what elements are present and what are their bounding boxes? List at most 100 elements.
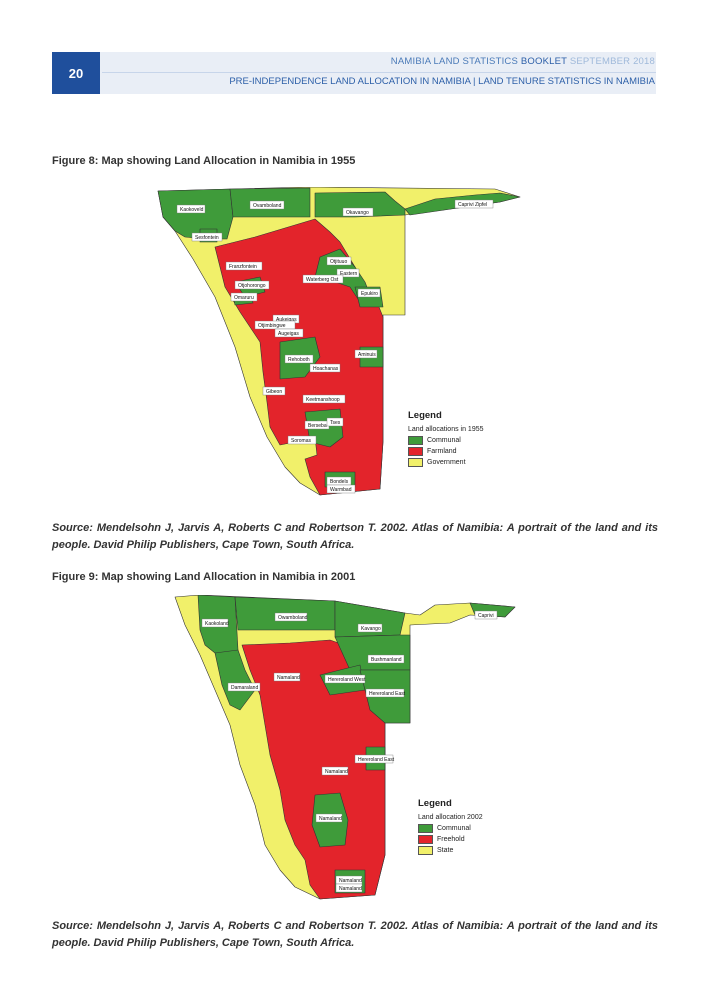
- label-soromas: Soromas: [291, 438, 312, 444]
- label-bg: [326, 417, 344, 427]
- page-number: 20: [52, 52, 100, 94]
- label-tses: Tses: [330, 420, 341, 426]
- map-1955-svg: Kaokoveld Ovamboland Okavango Caprivi Zi…: [157, 187, 521, 496]
- label-bg: [342, 207, 374, 217]
- booklet-date: SEPTEMBER 2018: [569, 56, 655, 67]
- label-bg: [315, 813, 343, 823]
- label-eastern: Eastern: [340, 271, 357, 277]
- label-bg: [262, 386, 286, 396]
- label-franzfontein: Franzfontein: [229, 264, 257, 270]
- legend-subtitle: Land allocations in 1955: [408, 426, 484, 433]
- label-hoachanas: Hoachanas: [313, 366, 339, 372]
- legend-item-state: State: [418, 846, 483, 855]
- label-bg: [335, 883, 363, 893]
- header-divider: [102, 72, 656, 73]
- damaraland-region: [214, 649, 256, 711]
- legend-label: Farmland: [427, 448, 457, 455]
- label-ovamboland: Ovamboland: [253, 203, 282, 209]
- label-bg: [225, 261, 263, 271]
- label-kaokoland: Kaokoland: [205, 621, 229, 627]
- label-berseba: Berseba: [308, 423, 327, 429]
- label-otjohorongo: Otjohorongo: [238, 283, 266, 289]
- label-bg: [474, 610, 498, 620]
- label-bg: [357, 623, 383, 633]
- legend-title: Legend: [418, 798, 452, 809]
- label-hereroland-east: Hereroland East: [369, 691, 406, 697]
- map-2001: Kaokoland Owamboland Kavango Caprivi Bus…: [170, 595, 525, 900]
- label-bg: [249, 200, 285, 210]
- header-band: [52, 52, 656, 94]
- label-bg: [326, 484, 356, 494]
- figure-9-caption: Figure 9: Map showing Land Allocation in…: [52, 571, 356, 583]
- label-bg: [365, 688, 405, 698]
- label-bg: [324, 674, 366, 684]
- legend-subtitle: Land allocation 2002: [418, 814, 483, 821]
- label-bg: [273, 672, 301, 682]
- label-aminuis: Aminuis: [358, 352, 376, 358]
- label-okavango: Okavango: [346, 210, 369, 216]
- legend-item-farmland: Farmland: [408, 447, 484, 456]
- legend-item-communal: Communal: [408, 436, 484, 445]
- legend-swatch: [408, 447, 423, 456]
- label-bg: [454, 199, 494, 209]
- label-bg: [201, 618, 229, 628]
- label-bg: [357, 288, 381, 298]
- label-damaraland: Damaraland: [231, 685, 258, 691]
- label-otjituuo: Otjituuo: [330, 259, 347, 265]
- label-epukiro: Epukiro: [361, 291, 378, 297]
- label-aukeigas: Aukeigas: [276, 317, 297, 323]
- label-warmbad: Warmbad: [330, 487, 352, 493]
- map-1955: Kaokoveld Ovamboland Okavango Caprivi Zi…: [155, 187, 525, 507]
- label-gibeon: Gibeon: [266, 389, 282, 395]
- map-2001-svg: Kaokoland Owamboland Kavango Caprivi Bus…: [174, 595, 516, 900]
- legend-swatch: [418, 824, 433, 833]
- legend-item-government: Government: [408, 458, 484, 467]
- label-bg: [230, 292, 258, 302]
- label-augeigas: Augeigas: [278, 331, 299, 337]
- legend-title: Legend: [408, 410, 442, 421]
- label-kavango: Kavango: [361, 626, 381, 632]
- label-bg: [287, 435, 317, 445]
- label-namaland-southernmost: Namaland: [339, 886, 362, 892]
- header-subtitle: PRE-INDEPENDENCE LAND ALLOCATION IN NAMI…: [229, 76, 655, 87]
- label-bondels: Bondels: [330, 479, 349, 485]
- legend-item-communal: Communal: [418, 824, 483, 833]
- label-namaland-north: Namaland: [277, 675, 300, 681]
- label-bg: [302, 274, 344, 284]
- label-bg: [234, 280, 270, 290]
- label-namaland-south: Namaland: [319, 816, 342, 822]
- label-bg: [354, 754, 394, 764]
- label-bg: [336, 268, 360, 278]
- label-hereroland-east-2: Hereroland East: [358, 757, 395, 763]
- label-omaruru: Omaruru: [234, 295, 254, 301]
- label-namaland-southern: Namaland: [339, 878, 362, 884]
- legend-label: Freehold: [437, 836, 465, 843]
- label-bg: [326, 256, 352, 266]
- label-bg: [274, 328, 304, 338]
- label-bg: [274, 612, 308, 622]
- legend-swatch: [408, 436, 423, 445]
- okavango-region: [314, 191, 406, 218]
- label-keetmanshoop: Keetmanshoop: [306, 397, 340, 403]
- label-namaland-center: Namaland: [325, 769, 348, 775]
- kaokoveld-region: [157, 188, 234, 240]
- booklet-title-line: NAMIBIA LAND STATISTICS BOOKLET SEPTEMBE…: [391, 56, 655, 67]
- label-hereroland-west: Hereroland West: [328, 677, 366, 683]
- label-otjimbingwe: Otjimbingwe: [258, 323, 286, 329]
- legend-swatch: [418, 835, 433, 844]
- label-bg: [227, 682, 261, 692]
- legend-label: Communal: [427, 437, 461, 444]
- label-caprivi: Caprivi Zipfel: [458, 202, 487, 208]
- label-kaokoveld: Kaokoveld: [180, 207, 204, 213]
- legend-label: State: [437, 847, 454, 854]
- label-bg: [309, 363, 341, 373]
- label-rehoboth: Rehoboth: [288, 357, 310, 363]
- label-waterberg: Waterberg Ost: [306, 277, 339, 283]
- label-bg: [176, 204, 206, 214]
- label-bg: [191, 232, 223, 242]
- label-bg: [284, 354, 314, 364]
- booklet-title: NAMIBIA LAND STATISTICS: [390, 56, 519, 67]
- legend-2001: Legend Land allocation 2002 Communal Fre…: [418, 798, 483, 857]
- figure-8-caption: Figure 8: Map showing Land Allocation in…: [52, 155, 356, 167]
- legend-1955: Legend Land allocations in 1955 Communal…: [408, 410, 484, 469]
